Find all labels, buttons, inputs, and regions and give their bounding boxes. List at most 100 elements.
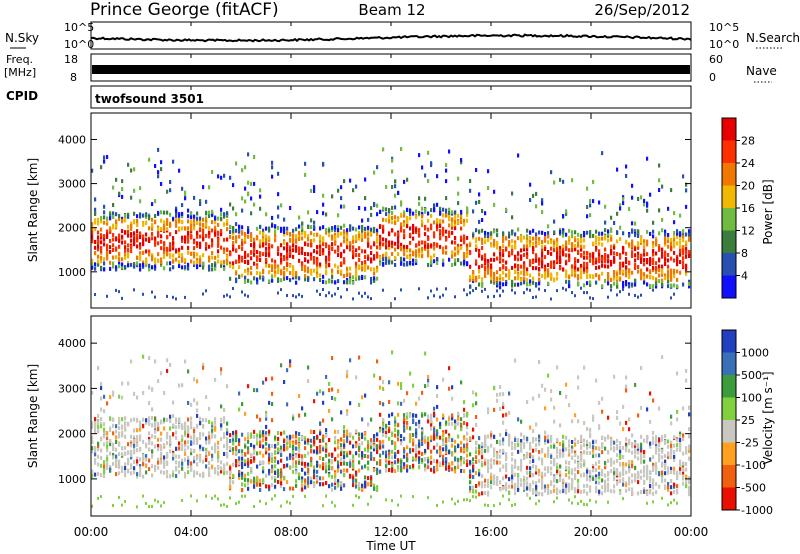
- data-cell: [304, 464, 307, 468]
- data-cell: [643, 202, 646, 207]
- data-cell: [430, 467, 433, 472]
- data-cell: [382, 427, 385, 432]
- data-cell: [418, 228, 421, 232]
- data-cell: [298, 454, 301, 458]
- nave-label: Nave: [746, 64, 777, 78]
- data-cell: [322, 504, 324, 508]
- data-cell: [325, 264, 328, 268]
- data-cell: [121, 179, 124, 184]
- data-cell: [241, 230, 244, 235]
- data-cell: [655, 266, 658, 271]
- data-cell: [478, 436, 481, 441]
- data-cell: [283, 273, 286, 278]
- data-cell: [229, 478, 232, 483]
- data-cell: [505, 260, 508, 265]
- data-cell: [379, 255, 382, 260]
- data-cell: [367, 295, 369, 299]
- data-cell: [145, 457, 148, 462]
- data-cell: [133, 219, 136, 224]
- data-cell: [292, 469, 295, 474]
- data-cell: [319, 421, 322, 426]
- data-cell: [196, 216, 199, 221]
- data-cell: [136, 428, 139, 433]
- data-cell: [664, 242, 667, 247]
- data-cell: [346, 429, 349, 434]
- data-cell: [565, 209, 568, 214]
- data-cell: [304, 242, 307, 247]
- data-cell: [316, 245, 319, 250]
- data-cell: [412, 433, 415, 437]
- data-cell: [409, 256, 412, 261]
- data-cell: [220, 460, 223, 465]
- data-cell: [184, 239, 187, 244]
- data-cell: [634, 221, 637, 226]
- data-cell: [124, 422, 127, 427]
- data-cell: [295, 280, 298, 285]
- data-cell: [316, 258, 319, 263]
- data-cell: [277, 192, 280, 197]
- data-cell: [265, 447, 268, 452]
- data-cell: [259, 251, 262, 256]
- data-cell: [478, 459, 481, 464]
- data-cell: [487, 407, 490, 412]
- data-cell: [436, 404, 439, 409]
- data-cell: [580, 267, 583, 272]
- data-cell: [208, 213, 211, 218]
- data-cell: [307, 224, 310, 229]
- data-cell: [241, 402, 244, 407]
- data-cell: [298, 246, 301, 251]
- data-cell: [454, 219, 457, 224]
- data-cell: [280, 243, 283, 248]
- data-cell: [391, 211, 394, 216]
- data-cell: [412, 418, 415, 423]
- data-cell: [376, 203, 379, 208]
- data-cell: [595, 265, 598, 270]
- data-cell: [205, 494, 207, 498]
- data-cell: [451, 421, 454, 426]
- data-cell: [184, 190, 187, 195]
- data-cell: [538, 261, 541, 266]
- data-cell: [505, 207, 508, 212]
- data-cell: [424, 232, 427, 237]
- data-cell: [100, 424, 103, 429]
- data-cell: [256, 480, 259, 485]
- data-cell: [124, 466, 127, 471]
- data-cell: [229, 446, 232, 450]
- data-cell: [388, 421, 391, 426]
- data-cell: [436, 224, 439, 229]
- data-cell: [211, 453, 214, 458]
- data-cell: [397, 217, 400, 222]
- data-cell: [193, 433, 196, 438]
- data-cell: [94, 458, 97, 463]
- data-cell: [499, 294, 501, 298]
- data-cell: [568, 238, 571, 242]
- data-cell: [376, 485, 379, 490]
- data-cell: [364, 206, 367, 211]
- data-cell: [487, 461, 490, 466]
- data-cell: [208, 234, 211, 239]
- data-cell: [199, 241, 202, 246]
- data-cell: [133, 167, 136, 172]
- data-cell: [220, 175, 223, 180]
- data-cell: [379, 225, 382, 229]
- data-cell: [325, 462, 328, 467]
- data-cell: [151, 387, 154, 392]
- data-cell: [271, 482, 274, 487]
- data-cell: [688, 229, 691, 234]
- data-cell: [349, 440, 352, 445]
- data-cell: [145, 502, 147, 505]
- data-cell: [451, 217, 454, 222]
- data-cell: [127, 252, 130, 257]
- data-cell: [310, 480, 313, 485]
- data-cell: [205, 436, 208, 441]
- data-cell: [670, 243, 673, 248]
- data-cell: [271, 391, 274, 396]
- data-cell: [460, 215, 463, 220]
- data-cell: [586, 261, 589, 266]
- data-cell: [445, 447, 448, 452]
- data-cell: [466, 431, 469, 436]
- data-cell: [232, 229, 235, 234]
- data-cell: [337, 460, 340, 465]
- data-cell: [478, 248, 481, 253]
- data-cell: [595, 245, 598, 250]
